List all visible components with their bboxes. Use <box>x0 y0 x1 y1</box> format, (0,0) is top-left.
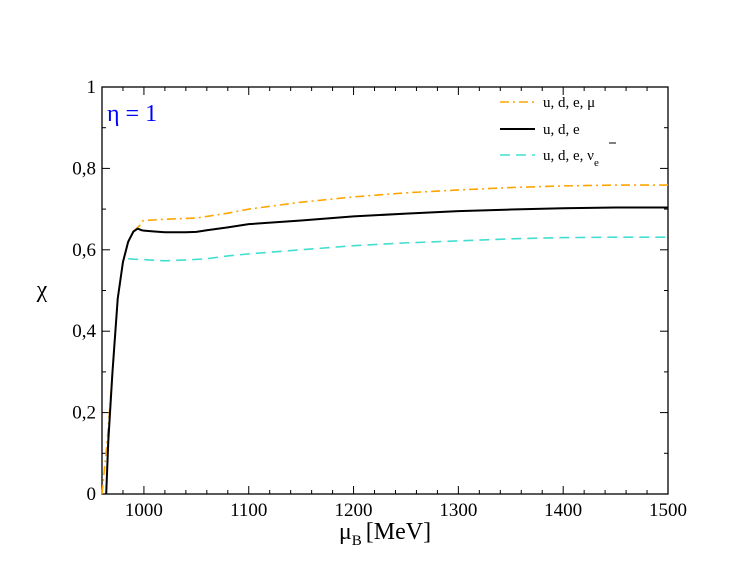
y-tick-label: 0,6 <box>72 240 96 261</box>
x-tick-label: 1200 <box>335 500 373 521</box>
legend-label-0: u, d, e, μ <box>543 95 595 111</box>
series-line-2 <box>128 236 668 262</box>
x-tick-label: 1100 <box>230 500 267 521</box>
y-axis-title: χ <box>36 277 48 303</box>
legend-item-0: u, d, e, μ <box>500 95 595 111</box>
x-tick-label: 1400 <box>544 500 582 521</box>
legend-label-2-text: u, d, e, ν <box>543 148 594 164</box>
x-tick-label: 1000 <box>125 500 163 521</box>
y-tick-label: 0 <box>87 484 97 505</box>
x-axis-title-symbol: μ <box>339 519 352 545</box>
legend-label-2: u, d, e, νe <box>543 148 599 169</box>
tick-labels: 1000 1100 1200 1300 1400 1500 0 0,2 0,4 0,6 0,8 1 <box>72 77 687 521</box>
legend: u, d, e, μ u, d, e u, d, e, νe <box>500 95 616 169</box>
y-tick-label: 1 <box>87 77 97 98</box>
annotation-label: η = 1 <box>107 101 157 127</box>
x-axis-title-subscript: B <box>352 533 362 549</box>
x-tick-label: 1300 <box>439 500 477 521</box>
x-axis-title-unit: [MeV] <box>366 519 431 545</box>
legend-item-2: u, d, e, νe <box>500 142 616 169</box>
series-line-1 <box>105 206 668 495</box>
legend-item-1: u, d, e <box>500 122 580 138</box>
legend-label-2-subscript: e <box>594 157 599 169</box>
y-tick-label: 0,8 <box>72 158 96 179</box>
x-axis-title: μB [MeV] <box>339 519 431 549</box>
y-tick-label: 0,2 <box>72 403 96 424</box>
x-tick-label: 1500 <box>649 500 687 521</box>
series-layer <box>101 184 668 495</box>
legend-label-1: u, d, e <box>543 122 580 138</box>
y-tick-label: 0,4 <box>72 321 96 342</box>
